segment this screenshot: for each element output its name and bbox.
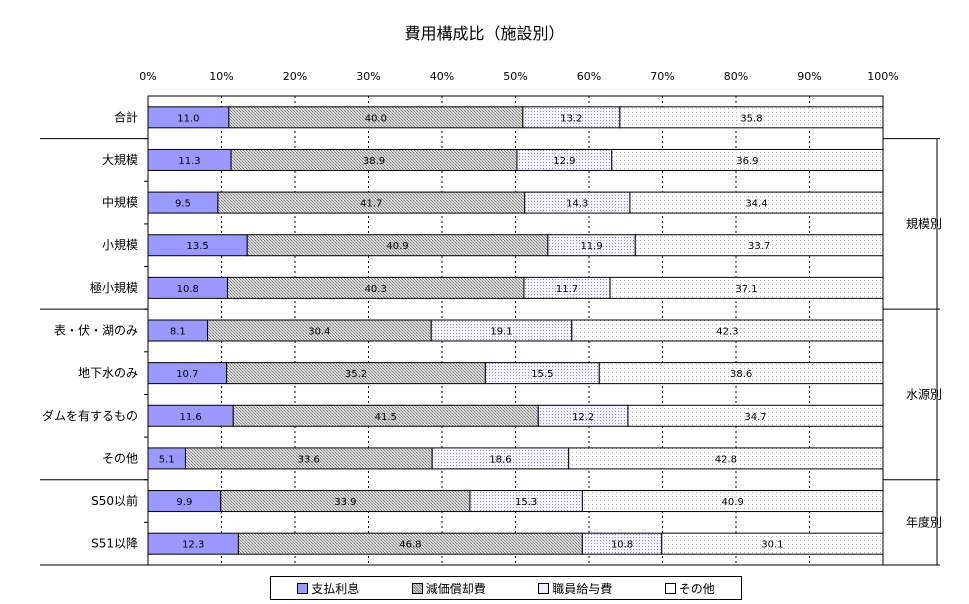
- data-label: 40.3: [365, 284, 387, 295]
- data-label: 12.3: [182, 540, 204, 551]
- bar-segment: [571, 319, 884, 342]
- data-label: 10.8: [177, 284, 199, 295]
- chart-title: 費用構成比（施設別）: [404, 24, 565, 43]
- data-label: 12.9: [553, 156, 575, 167]
- legend: 支払利息 減価償却費 職員給与費 その他: [270, 576, 742, 600]
- data-label: 10.8: [611, 540, 633, 551]
- data-label: 37.1: [735, 284, 757, 295]
- legend-label-interest: 支払利息: [311, 581, 360, 596]
- bar-segment: [634, 234, 884, 257]
- data-label: 41.7: [360, 199, 382, 210]
- category-label: 地下水のみ: [78, 366, 138, 380]
- data-label: 42.8: [715, 454, 737, 465]
- data-label: 30.1: [761, 540, 783, 551]
- data-label: 11.6: [179, 412, 201, 423]
- data-label: 40.9: [386, 241, 408, 252]
- bar-segment: [568, 447, 884, 470]
- bar-segment: [619, 106, 884, 129]
- data-label: 14.3: [566, 199, 588, 210]
- data-label: 13.5: [186, 241, 208, 252]
- category-label: その他: [102, 451, 138, 465]
- category-label: 表・伏・湖のみ: [54, 323, 138, 338]
- x-tick-label: 80%: [724, 70, 748, 83]
- legend-label-other: その他: [678, 581, 715, 596]
- data-label: 40.9: [722, 497, 744, 508]
- group-label: 規模別: [906, 216, 942, 231]
- data-label: 41.5: [375, 412, 397, 423]
- x-tick-label: 40%: [430, 70, 454, 83]
- data-label: 30.4: [308, 327, 330, 338]
- data-label: 42.3: [716, 327, 738, 338]
- x-tick-label: 50%: [503, 70, 527, 83]
- data-label: 19.1: [490, 327, 512, 338]
- data-label: 11.3: [178, 156, 200, 167]
- data-label: 33.7: [748, 241, 770, 252]
- data-label: 11.0: [177, 113, 199, 124]
- data-label: 46.8: [399, 540, 421, 551]
- category-label: 小規模: [102, 237, 138, 252]
- x-tick-label: 100%: [867, 70, 898, 83]
- data-label: 13.2: [560, 113, 582, 124]
- legend-swatch-depreciation: [411, 582, 423, 594]
- x-tick-label: 60%: [577, 70, 601, 83]
- data-label: 40.0: [365, 113, 387, 124]
- data-label: 5.1: [159, 454, 175, 465]
- data-label: 38.9: [363, 156, 385, 167]
- bar-segment: [609, 276, 884, 299]
- category-label: 極小規模: [90, 280, 138, 295]
- data-label: 15.3: [515, 497, 537, 508]
- legend-item-depreciation: 減価償却費: [411, 580, 486, 597]
- data-label: 9.5: [175, 199, 191, 210]
- legend-label-depreciation: 減価償却費: [425, 581, 486, 596]
- data-label: 35.2: [345, 369, 367, 380]
- legend-item-interest: 支払利息: [297, 580, 359, 597]
- x-tick-label: 70%: [650, 70, 674, 83]
- data-label: 11.7: [556, 284, 578, 295]
- legend-swatch-interest: [297, 582, 309, 594]
- category-label: 合計: [114, 109, 138, 124]
- data-label: 33.9: [334, 497, 356, 508]
- data-label: 8.1: [170, 327, 186, 338]
- data-label: 34.7: [744, 412, 766, 423]
- legend-swatch-other: [664, 582, 676, 594]
- category-label: S51以降: [91, 537, 138, 551]
- label-layer: 0% 10% 20% 30% 40% 50% 60% 70% 80% 90% 100% 合計大規模中規…: [42, 70, 942, 551]
- bar-segment: [581, 490, 884, 513]
- category-label: S50以前: [91, 493, 138, 508]
- data-label: 33.6: [298, 454, 320, 465]
- data-label: 10.7: [176, 369, 198, 380]
- x-tick-label: 20%: [283, 70, 307, 83]
- category-label: 中規模: [102, 195, 138, 210]
- legend-item-salary: 職員給与費: [538, 580, 612, 597]
- data-label: 11.9: [580, 241, 602, 252]
- group-label: 年度別: [906, 514, 942, 529]
- data-label: 35.8: [740, 113, 762, 124]
- legend-item-other: その他: [664, 580, 715, 597]
- bar-segment: [611, 148, 884, 171]
- data-label: 34.4: [745, 199, 767, 210]
- data-label: 38.6: [730, 369, 752, 380]
- x-tick-label: 10%: [209, 70, 233, 83]
- legend-label-salary: 職員給与費: [552, 581, 613, 596]
- category-label: 大規模: [102, 152, 138, 167]
- x-tick-label: 0%: [139, 70, 156, 83]
- data-label: 9.9: [176, 497, 192, 508]
- bar-segment: [627, 404, 884, 427]
- group-label: 水源別: [906, 387, 942, 401]
- bar-segment: [598, 362, 884, 385]
- data-label: 12.2: [572, 412, 594, 423]
- bar-layer: [147, 106, 884, 555]
- data-label: 15.5: [531, 369, 553, 380]
- bar-segment: [629, 191, 884, 214]
- legend-swatch-salary: [538, 582, 550, 594]
- x-tick-label: 90%: [797, 70, 821, 83]
- data-label: 18.6: [489, 454, 511, 465]
- bar-segment: [661, 532, 884, 555]
- data-label: 36.9: [736, 156, 758, 167]
- category-label: ダムを有するもの: [42, 408, 138, 423]
- x-tick-label: 30%: [356, 70, 380, 83]
